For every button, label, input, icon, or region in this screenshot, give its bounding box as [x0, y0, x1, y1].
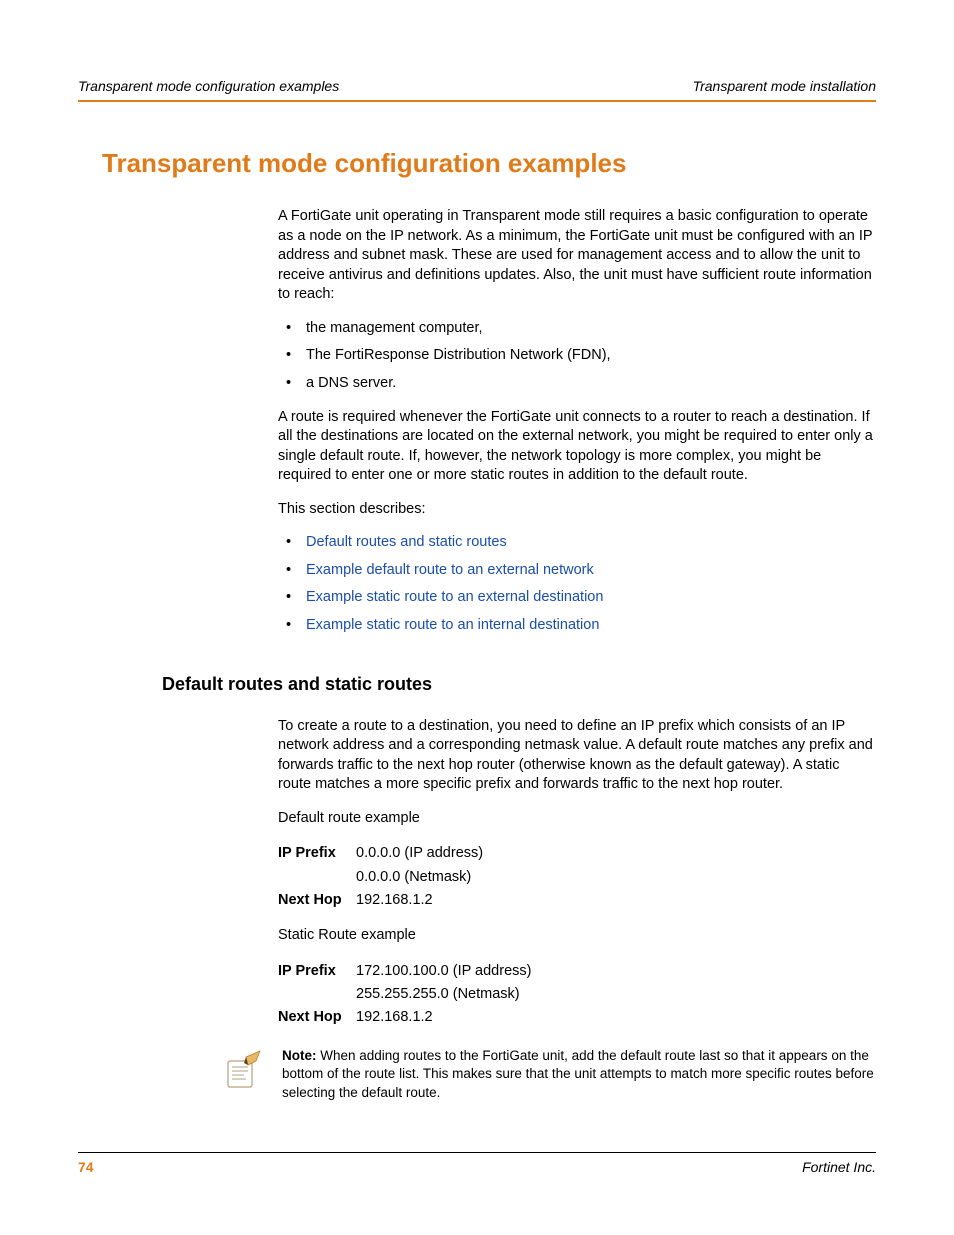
page-number: 74 [78, 1159, 94, 1175]
ip-prefix-value: 172.100.100.0 (IP address) [356, 960, 531, 983]
page-title: Transparent mode configuration examples [102, 148, 876, 179]
header-left: Transparent mode configuration examples [78, 78, 339, 94]
intro-bullet-list: the management computer, The FortiRespon… [278, 319, 876, 394]
table-row: Next Hop 192.168.1.2 [278, 1006, 876, 1029]
blank-label [278, 866, 356, 889]
default-example-label: Default route example [278, 809, 876, 829]
ip-prefix-label: IP Prefix [278, 842, 356, 865]
note-body: When adding routes to the FortiGate unit… [282, 1048, 874, 1099]
subsection-body: To create a route to a destination, you … [278, 717, 876, 1102]
list-item: Default routes and static routes [278, 533, 876, 553]
next-hop-label: Next Hop [278, 1006, 356, 1029]
subhead1-paragraph: To create a route to a destination, you … [278, 717, 876, 795]
intro-paragraph: A FortiGate unit operating in Transparen… [278, 207, 876, 305]
document-page: Transparent mode configuration examples … [0, 0, 954, 1235]
content-body: A FortiGate unit operating in Transparen… [278, 207, 876, 636]
running-header: Transparent mode configuration examples … [78, 78, 876, 102]
netmask-value: 255.255.255.0 (Netmask) [356, 983, 520, 1006]
note-label: Note: [282, 1048, 317, 1063]
netmask-value: 0.0.0.0 (Netmask) [356, 866, 471, 889]
next-hop-value: 192.168.1.2 [356, 889, 433, 912]
table-row: Next Hop 192.168.1.2 [278, 889, 876, 912]
list-item: a DNS server. [278, 374, 876, 394]
ip-prefix-value: 0.0.0.0 (IP address) [356, 842, 483, 865]
static-route-example-table: IP Prefix 172.100.100.0 (IP address) 255… [278, 960, 876, 1030]
blank-label [278, 983, 356, 1006]
toc-link-example-static-internal[interactable]: Example static route to an internal dest… [306, 617, 599, 633]
table-row: IP Prefix 172.100.100.0 (IP address) [278, 960, 876, 983]
toc-link-example-static-external[interactable]: Example static route to an external dest… [306, 589, 603, 605]
company-name: Fortinet Inc. [802, 1159, 876, 1175]
static-example-label: Static Route example [278, 926, 876, 946]
default-route-example-table: IP Prefix 0.0.0.0 (IP address) 0.0.0.0 (… [278, 842, 876, 912]
table-row: 255.255.255.0 (Netmask) [278, 983, 876, 1006]
subheading-default-routes: Default routes and static routes [162, 674, 876, 695]
ip-prefix-label: IP Prefix [278, 960, 356, 983]
table-row: 0.0.0.0 (Netmask) [278, 866, 876, 889]
note-text: Note: When adding routes to the FortiGat… [282, 1047, 876, 1102]
list-item: Example default route to an external net… [278, 561, 876, 581]
note-icon [220, 1047, 266, 1093]
route-paragraph: A route is required whenever the FortiGa… [278, 408, 876, 486]
header-right: Transparent mode installation [693, 78, 876, 94]
section-describes-label: This section describes: [278, 500, 876, 520]
toc-link-default-routes[interactable]: Default routes and static routes [306, 534, 507, 550]
next-hop-value: 192.168.1.2 [356, 1006, 433, 1029]
toc-link-list: Default routes and static routes Example… [278, 533, 876, 635]
list-item: The FortiResponse Distribution Network (… [278, 346, 876, 366]
table-row: IP Prefix 0.0.0.0 (IP address) [278, 842, 876, 865]
list-item: Example static route to an external dest… [278, 588, 876, 608]
list-item: the management computer, [278, 319, 876, 339]
page-footer: 74 Fortinet Inc. [78, 1152, 876, 1175]
note-block: Note: When adding routes to the FortiGat… [220, 1047, 876, 1102]
list-item: Example static route to an internal dest… [278, 616, 876, 636]
next-hop-label: Next Hop [278, 889, 356, 912]
toc-link-example-default-route[interactable]: Example default route to an external net… [306, 562, 594, 578]
